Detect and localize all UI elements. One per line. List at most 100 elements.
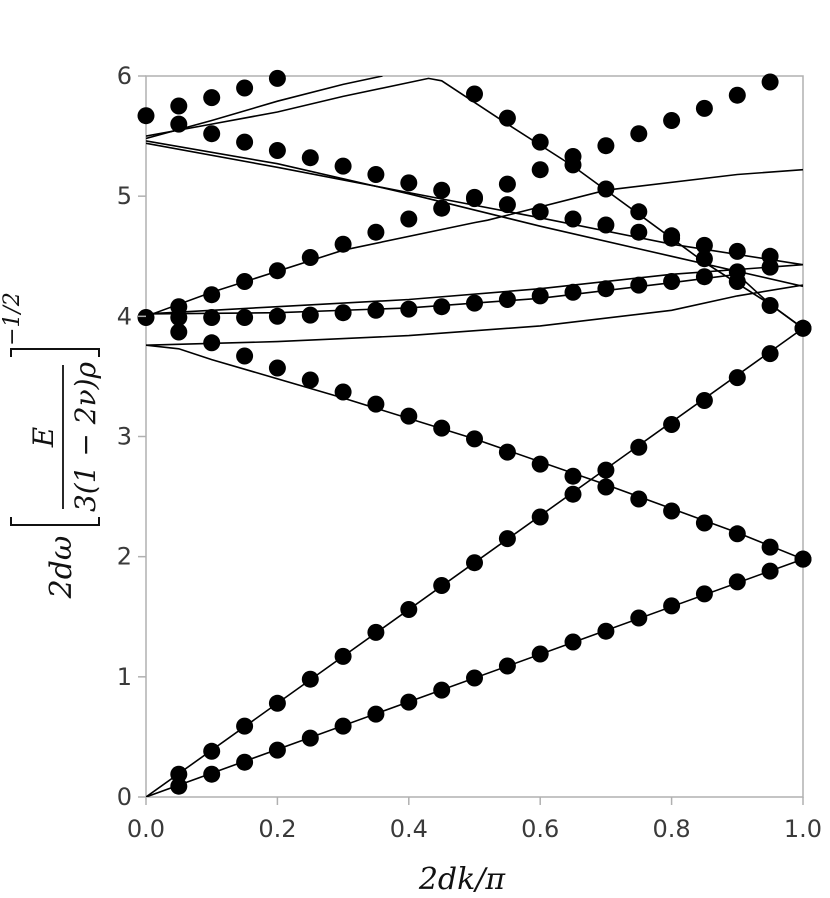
data-point [301, 670, 319, 688]
data-point [728, 242, 746, 260]
dispersion-curve-9 [146, 76, 383, 140]
data-point [761, 345, 779, 363]
data-point [695, 99, 713, 117]
data-point [695, 585, 713, 603]
data-point [433, 181, 451, 199]
data-point [466, 430, 483, 448]
data-point [170, 765, 188, 783]
data-point [334, 304, 352, 322]
data-point [564, 633, 582, 651]
y-tick-label: 2 [117, 543, 132, 571]
y-label-exponent: −1/2 [0, 292, 25, 346]
data-point [268, 307, 286, 325]
dispersion-curve-11 [146, 263, 803, 315]
data-point [170, 777, 188, 795]
data-point [334, 717, 352, 735]
data-point [203, 286, 221, 304]
y-tick-label: 1 [117, 663, 132, 691]
data-point [597, 461, 615, 479]
data-point [334, 647, 352, 665]
data-point [663, 227, 681, 245]
data-point [433, 199, 451, 217]
data-point [268, 142, 286, 159]
data-point [203, 765, 221, 783]
data-point [170, 115, 188, 133]
x-axis-label: 2dk/π [418, 862, 507, 897]
data-point [236, 309, 254, 326]
data-point [531, 161, 549, 179]
data-point [367, 166, 385, 183]
data-point [367, 705, 385, 723]
data-point [663, 597, 681, 615]
data-point [170, 97, 188, 115]
x-tick-label: 0.6 [521, 815, 559, 843]
data-point [663, 502, 681, 520]
data-point [400, 300, 418, 318]
data-point [466, 85, 483, 103]
y-tick-label: 3 [117, 423, 132, 451]
data-point [301, 149, 319, 167]
data-point [170, 298, 188, 316]
data-point [268, 359, 286, 377]
data-point [268, 262, 286, 280]
data-point [695, 514, 713, 532]
data-point [498, 291, 516, 308]
y-tick-label: 0 [117, 783, 132, 811]
data-point [203, 334, 221, 352]
data-point [564, 283, 582, 301]
data-point [498, 175, 516, 193]
data-point [728, 525, 746, 543]
data-point [268, 69, 286, 87]
y-tick-label: 5 [117, 182, 132, 210]
y-tick-label: 4 [117, 302, 132, 330]
curves-layer [146, 76, 803, 797]
data-point [433, 681, 451, 699]
data-point [236, 133, 254, 151]
data-point [630, 438, 648, 456]
data-point [564, 485, 582, 503]
data-point [236, 347, 254, 365]
data-point [301, 306, 319, 324]
y-label-denominator: 3(1 − 2ν)ρ [69, 361, 102, 512]
data-point [794, 319, 812, 337]
data-point [761, 247, 779, 265]
data-point [203, 309, 221, 326]
data-point [695, 392, 713, 409]
data-point [597, 280, 615, 298]
data-point [761, 297, 779, 314]
data-point [334, 235, 352, 253]
data-point [367, 301, 385, 319]
data-point [203, 742, 221, 760]
data-point [663, 273, 681, 290]
data-point [137, 309, 155, 326]
data-point [367, 395, 385, 413]
data-point [236, 753, 254, 771]
data-point [367, 223, 385, 241]
x-tick-label: 1.0 [784, 815, 822, 843]
data-point [728, 86, 746, 104]
data-point [268, 694, 286, 712]
y-label-numerator: E [27, 427, 60, 448]
data-point [630, 276, 648, 294]
data-point [433, 298, 451, 316]
data-point [630, 609, 648, 627]
data-point [597, 622, 615, 640]
data-point [695, 268, 713, 286]
dispersion-curve-4 [146, 284, 803, 346]
data-point [203, 89, 221, 107]
data-point [334, 157, 352, 175]
data-point [761, 73, 779, 91]
data-point [236, 273, 254, 290]
data-point [236, 717, 254, 735]
data-point [137, 107, 155, 125]
data-point [794, 550, 812, 568]
data-point [334, 383, 352, 401]
x-tick-label: 0.0 [127, 815, 165, 843]
data-point [400, 693, 418, 711]
data-point [466, 554, 483, 572]
y-label-left-bracket [10, 517, 100, 526]
data-point [170, 323, 188, 341]
data-point [695, 236, 713, 254]
data-point [498, 196, 516, 214]
data-point [531, 203, 549, 221]
